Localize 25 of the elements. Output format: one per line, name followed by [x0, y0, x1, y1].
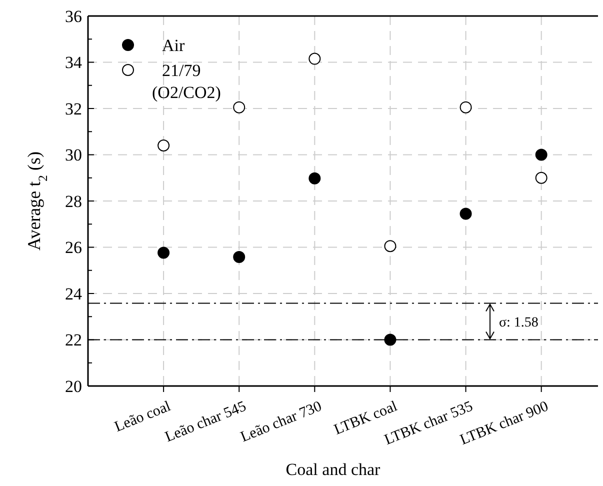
point — [233, 101, 246, 114]
y-tick-label: 30 — [65, 146, 82, 165]
y-tick-label: 28 — [65, 192, 82, 211]
y-tick-label: 36 — [65, 6, 82, 26]
y-tick-label: 34 — [65, 53, 82, 72]
point — [233, 250, 246, 263]
y-tick-label: 26 — [65, 238, 82, 258]
y-tick-label: 22 — [65, 330, 82, 350]
legend-label: Air — [162, 36, 185, 55]
point — [384, 334, 396, 346]
point — [460, 101, 472, 114]
point — [308, 52, 321, 65]
y-tick-label: 24 — [65, 284, 82, 304]
legend-label: 21/79 (O2/CO2) — [152, 60, 221, 102]
point — [158, 246, 170, 259]
annotation: σ: 1.58 — [499, 315, 538, 330]
point — [384, 240, 396, 252]
point — [535, 172, 548, 184]
y-tick-label: 32 — [65, 99, 82, 118]
point — [308, 172, 321, 184]
point — [535, 148, 548, 161]
y-tick-label: 20 — [65, 376, 82, 396]
x-axis-title: Coal and char — [286, 460, 381, 479]
point — [460, 208, 472, 220]
point — [158, 140, 170, 152]
